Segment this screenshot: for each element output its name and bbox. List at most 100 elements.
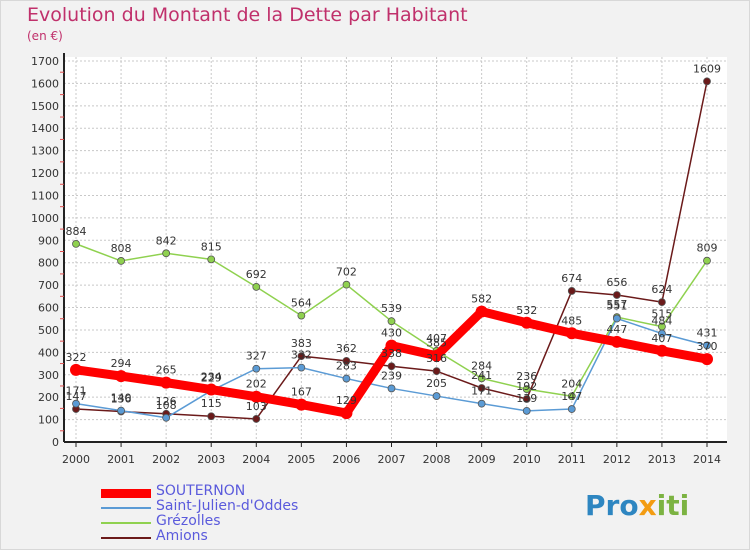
data-label: 229: [201, 372, 222, 385]
data-label: 284: [471, 359, 492, 372]
data-label: 485: [561, 314, 582, 327]
y-tick-label: 1100: [31, 189, 59, 202]
data-point: [567, 392, 576, 401]
data-label: 103: [246, 400, 267, 413]
data-point: [520, 316, 533, 329]
data-point: [250, 390, 263, 403]
data-point: [252, 415, 261, 423]
legend-swatch: [101, 488, 151, 498]
data-label: 136: [111, 393, 132, 406]
data-label: 171: [66, 385, 87, 398]
x-tick-label: 2001: [107, 453, 135, 466]
data-label: 167: [291, 386, 312, 399]
data-label: 332: [291, 349, 312, 362]
legend-label: Grézolles: [156, 513, 221, 529]
data-label: 139: [516, 392, 537, 405]
data-point: [565, 327, 578, 340]
data-label: 171: [471, 385, 492, 398]
data-label: 115: [201, 397, 222, 410]
data-point: [252, 283, 261, 291]
x-tick-label: 2005: [287, 453, 315, 466]
x-tick-label: 2010: [513, 453, 541, 466]
data-point: [117, 406, 125, 415]
y-tick-label: 1400: [31, 122, 59, 135]
data-label: 842: [156, 234, 177, 247]
data-label: 582: [471, 293, 492, 306]
y-tick-label: 1200: [31, 167, 59, 180]
data-point: [387, 317, 396, 326]
data-point: [160, 376, 173, 389]
data-point: [295, 398, 308, 411]
x-tick-label: 2002: [152, 453, 180, 466]
data-label: 385: [426, 337, 447, 350]
data-label: 815: [201, 240, 222, 253]
data-point: [475, 305, 488, 318]
y-tick-label: 600: [38, 302, 59, 315]
y-tick-label: 800: [38, 257, 59, 270]
data-point: [567, 287, 576, 295]
data-label: 316: [426, 352, 447, 365]
y-tick-label: 300: [38, 369, 59, 382]
data-label: 407: [651, 332, 672, 345]
data-point: [387, 362, 396, 371]
y-tick-label: 100: [38, 414, 59, 427]
data-label: 322: [66, 351, 87, 364]
data-point: [703, 77, 711, 86]
data-point: [477, 374, 486, 383]
data-label: 564: [291, 297, 312, 310]
data-point: [655, 344, 668, 357]
y-tick-label: 500: [38, 324, 59, 337]
data-label: 338: [381, 347, 402, 360]
data-point: [385, 339, 398, 352]
x-tick-label: 2008: [423, 453, 451, 466]
legend-swatch: [101, 522, 151, 524]
data-label: 129: [336, 394, 357, 407]
data-point: [612, 314, 621, 323]
data-label: 327: [246, 350, 267, 363]
data-label: 656: [606, 276, 627, 289]
x-tick-label: 2011: [558, 453, 586, 466]
x-tick-label: 2009: [468, 453, 496, 466]
data-label: 383: [291, 337, 312, 350]
chart-title: Evolution du Montant de la Dette par Hab…: [27, 4, 468, 26]
data-label: 294: [111, 357, 132, 370]
data-label: 236: [516, 370, 537, 383]
data-point: [117, 257, 125, 265]
legend-label: Saint-Julien-d'Oddes: [156, 498, 299, 514]
x-tick-label: 2003: [197, 453, 225, 466]
legend-swatch: [101, 507, 151, 509]
data-label: 370: [697, 340, 718, 353]
data-label: 265: [156, 364, 177, 377]
x-tick-label: 2013: [648, 453, 676, 466]
data-point: [342, 356, 351, 365]
y-tick-label: 0: [52, 436, 59, 449]
data-point: [115, 370, 128, 383]
data-point: [432, 392, 441, 400]
data-label: 140: [111, 392, 132, 405]
data-point: [658, 298, 666, 307]
data-label: 515: [651, 308, 672, 321]
data-label: 624: [651, 283, 672, 296]
y-tick-label: 1500: [31, 100, 59, 113]
data-point: [522, 406, 531, 415]
data-point: [72, 239, 80, 248]
data-label: 551: [606, 300, 627, 313]
y-tick-label: 200: [38, 391, 59, 404]
data-point: [340, 407, 353, 420]
data-label: 234: [201, 371, 222, 384]
data-point: [207, 412, 216, 421]
data-label: 808: [111, 242, 132, 255]
data-point: [477, 399, 486, 408]
data-point: [567, 405, 576, 413]
x-tick-label: 2012: [603, 453, 631, 466]
data-label: 362: [336, 342, 357, 355]
data-point: [477, 384, 486, 392]
proxiti-logo: Proxiti: [585, 489, 690, 522]
data-label: 202: [246, 378, 267, 391]
data-label: 557: [606, 298, 627, 311]
data-label: 108: [156, 399, 177, 412]
data-label: 539: [381, 302, 402, 315]
x-tick-label: 2014: [693, 453, 721, 466]
data-label: 407: [426, 332, 447, 345]
